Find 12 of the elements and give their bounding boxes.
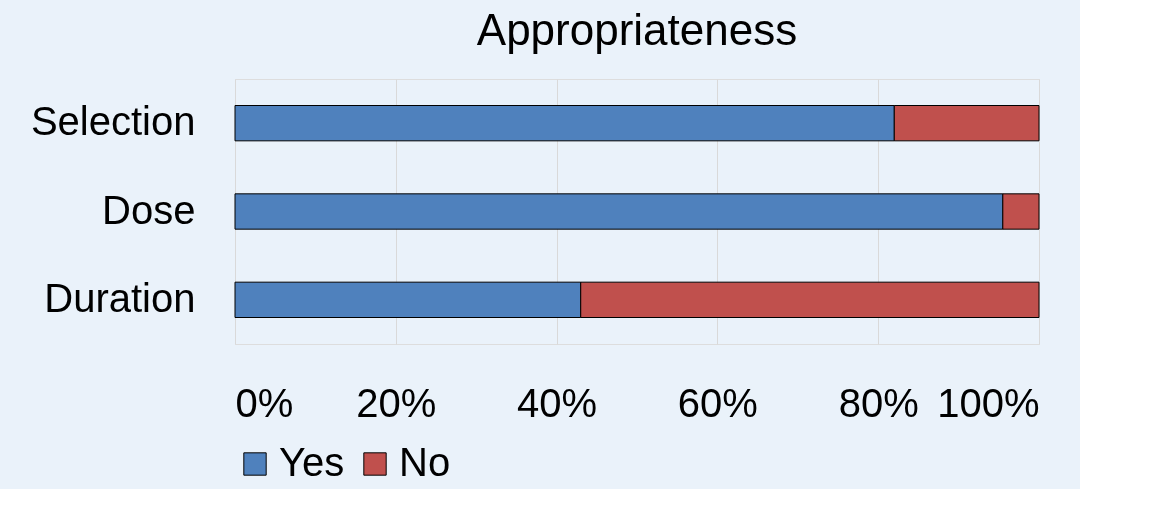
x-tick-label: 0% — [235, 380, 294, 425]
x-tick-label: 80% — [838, 380, 919, 425]
legend-label: No — [399, 440, 451, 484]
x-tick-label: 20% — [356, 380, 437, 425]
y-tick-label: Selection — [30, 99, 196, 144]
x-tick-label: 100% — [937, 380, 1040, 425]
chart-title: Appropriateness — [476, 5, 798, 54]
x-tick-label: 60% — [677, 380, 758, 425]
legend-label: Yes — [279, 440, 345, 484]
x-tick-label: 40% — [517, 380, 598, 425]
y-tick-label: Dose — [102, 187, 196, 232]
y-tick-label: Duration — [44, 275, 196, 320]
